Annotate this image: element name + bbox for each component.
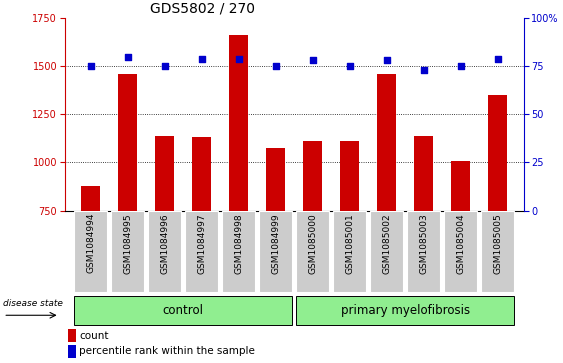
Text: GSM1085004: GSM1085004 xyxy=(456,213,465,274)
Bar xyxy=(377,74,396,211)
Bar xyxy=(193,138,211,211)
Point xyxy=(234,56,243,61)
FancyBboxPatch shape xyxy=(444,211,477,292)
Bar xyxy=(82,187,100,211)
FancyBboxPatch shape xyxy=(222,211,255,292)
Bar xyxy=(414,135,433,211)
Text: GSM1084995: GSM1084995 xyxy=(123,213,132,274)
FancyBboxPatch shape xyxy=(333,211,367,292)
Point xyxy=(160,64,169,69)
FancyBboxPatch shape xyxy=(74,295,292,325)
Point xyxy=(197,56,206,61)
Title: GDS5802 / 270: GDS5802 / 270 xyxy=(150,1,255,16)
Text: GSM1085000: GSM1085000 xyxy=(308,213,317,274)
Bar xyxy=(118,74,137,211)
FancyBboxPatch shape xyxy=(148,211,181,292)
Text: GSM1085001: GSM1085001 xyxy=(345,213,354,274)
Point xyxy=(345,64,354,69)
Text: count: count xyxy=(79,331,109,341)
Bar xyxy=(229,36,248,211)
Text: GSM1084997: GSM1084997 xyxy=(197,213,206,274)
Bar xyxy=(68,345,76,358)
Point xyxy=(308,58,317,64)
FancyBboxPatch shape xyxy=(185,211,218,292)
Text: primary myelofibrosis: primary myelofibrosis xyxy=(341,304,470,317)
Bar xyxy=(68,329,76,342)
Bar xyxy=(489,95,507,211)
Text: GSM1084998: GSM1084998 xyxy=(234,213,243,274)
Text: GSM1084996: GSM1084996 xyxy=(160,213,169,274)
FancyBboxPatch shape xyxy=(407,211,440,292)
Bar xyxy=(303,141,322,211)
Point xyxy=(271,64,280,69)
Point xyxy=(382,58,391,64)
Text: control: control xyxy=(163,304,204,317)
Bar xyxy=(341,141,359,211)
Text: GSM1085002: GSM1085002 xyxy=(382,213,391,274)
Text: GSM1084994: GSM1084994 xyxy=(86,213,95,273)
Bar xyxy=(452,160,470,211)
Bar xyxy=(155,135,174,211)
Point xyxy=(123,54,132,60)
FancyBboxPatch shape xyxy=(481,211,515,292)
Point xyxy=(419,67,428,73)
Point xyxy=(456,64,465,69)
Text: GSM1085003: GSM1085003 xyxy=(419,213,428,274)
Text: GSM1085005: GSM1085005 xyxy=(493,213,502,274)
Text: percentile rank within the sample: percentile rank within the sample xyxy=(79,346,255,356)
Point xyxy=(86,64,95,69)
FancyBboxPatch shape xyxy=(111,211,144,292)
Bar xyxy=(266,148,285,211)
FancyBboxPatch shape xyxy=(296,295,515,325)
FancyBboxPatch shape xyxy=(296,211,329,292)
FancyBboxPatch shape xyxy=(74,211,108,292)
FancyBboxPatch shape xyxy=(259,211,292,292)
FancyBboxPatch shape xyxy=(370,211,403,292)
Point xyxy=(493,56,502,61)
Text: disease state: disease state xyxy=(3,299,63,308)
Text: GSM1084999: GSM1084999 xyxy=(271,213,280,274)
